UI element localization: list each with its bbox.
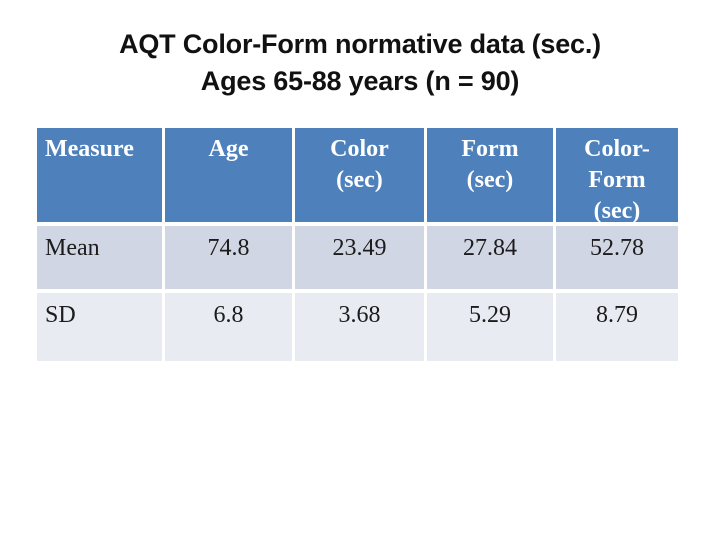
- cell-mean-color: 23.49: [295, 226, 424, 289]
- slide-title-line-1: AQT Color-Form normative data (sec.): [119, 29, 601, 59]
- cell-mean-form: 27.84: [427, 226, 553, 289]
- header-cell-measure: Measure: [37, 128, 162, 222]
- cell-sd-color: 3.68: [295, 293, 424, 361]
- normative-data-table: Measure Age Color (sec) Form (sec) Color…: [37, 128, 678, 361]
- slide-title: AQT Color-Form normative data (sec.) Age…: [0, 0, 720, 100]
- header-cell-age-label: Age: [208, 136, 249, 162]
- header-cell-measure-label: Measure: [45, 136, 134, 162]
- cell-mean-age: 74.8: [165, 226, 292, 289]
- header-cell-color-form: Color- Form (sec): [556, 128, 678, 224]
- cell-sd-label: SD: [37, 293, 162, 361]
- header-cell-color: Color (sec): [295, 128, 424, 222]
- cell-sd-color-form: 8.79: [556, 293, 678, 361]
- cell-sd-age: 6.8: [165, 293, 292, 361]
- header-cell-form: Form (sec): [427, 128, 553, 222]
- header-cell-age: Age: [165, 128, 292, 222]
- cell-mean-color-form: 52.78: [556, 226, 678, 289]
- cell-mean-label: Mean: [37, 226, 162, 289]
- cell-sd-form: 5.29: [427, 293, 553, 361]
- slide-title-line-2: Ages 65-88 years (n = 90): [200, 66, 520, 96]
